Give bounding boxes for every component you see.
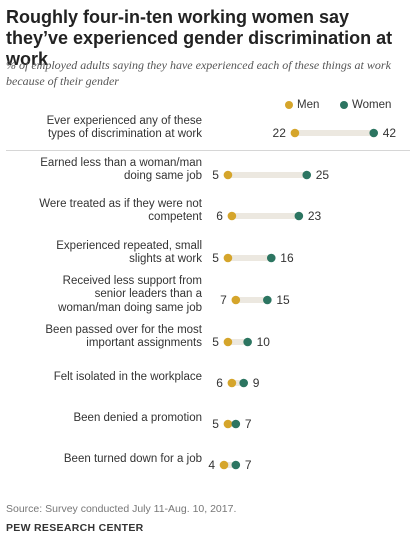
men-dot bbox=[219, 460, 229, 470]
women-value-label: 16 bbox=[280, 251, 294, 265]
row-label-line: Been denied a promotion bbox=[73, 412, 202, 425]
women-dot bbox=[294, 211, 304, 221]
men-dot bbox=[227, 211, 237, 221]
men-value-label: 22 bbox=[273, 126, 287, 140]
men-dot bbox=[223, 253, 233, 263]
row-label-line: Been passed over for the most bbox=[45, 323, 202, 336]
legend: Men Women bbox=[0, 99, 420, 113]
men-dot bbox=[231, 295, 241, 305]
legend-label-women: Women bbox=[352, 99, 392, 111]
women-value-label: 7 bbox=[245, 417, 252, 431]
men-value-label: 4 bbox=[208, 458, 215, 472]
women-value-label: 42 bbox=[383, 126, 397, 140]
women-value-label: 25 bbox=[316, 168, 330, 182]
women-dot bbox=[243, 337, 252, 347]
row-label: Ever experienced any of these types of di… bbox=[2, 115, 202, 142]
men-value-label: 5 bbox=[212, 168, 219, 182]
row-label-line: slights at work bbox=[129, 253, 202, 265]
row-label-line: woman/man doing same job bbox=[58, 301, 202, 314]
row-label-line: senior leaders than a bbox=[94, 288, 202, 301]
row-label: Been turned down for a job bbox=[2, 453, 202, 467]
row-label-line: competent bbox=[148, 211, 202, 223]
legend-swatch-women bbox=[340, 101, 348, 109]
men-value-label: 5 bbox=[212, 417, 219, 431]
men-dot bbox=[223, 170, 233, 180]
row-label-line: important assignments bbox=[86, 337, 202, 349]
row-label: Experienced repeated, small slights at wo… bbox=[2, 240, 202, 267]
men-dot bbox=[290, 128, 300, 138]
women-dot bbox=[302, 170, 312, 180]
row-label-line: doing same job bbox=[124, 170, 202, 182]
women-dot bbox=[369, 128, 379, 138]
source-note: Source: Survey conducted July 11-Aug. 10… bbox=[6, 503, 237, 515]
row-label: Earned less than a woman/man doing same j… bbox=[2, 157, 202, 184]
row-label: Received less support from senior leaders… bbox=[2, 275, 202, 316]
women-value-label: 15 bbox=[276, 293, 290, 307]
legend-swatch-men bbox=[285, 101, 293, 109]
row-label-line: Been turned down for a job bbox=[63, 453, 202, 466]
legend-label-men: Men bbox=[297, 99, 320, 111]
women-dot bbox=[231, 460, 241, 470]
men-value-label: 6 bbox=[216, 376, 223, 390]
men-dot bbox=[223, 419, 233, 429]
women-dot bbox=[263, 295, 272, 305]
women-value-label: 23 bbox=[308, 209, 322, 223]
row-label-line: Ever experienced any of these bbox=[46, 114, 202, 127]
women-dot bbox=[231, 419, 241, 429]
row-label-line: Were treated as if they were not bbox=[39, 197, 202, 210]
men-value-label: 7 bbox=[220, 293, 227, 307]
chart-subtitle: % of employed adults saying they have ex… bbox=[6, 58, 391, 88]
row-label: Been denied a promotion bbox=[2, 412, 202, 426]
women-dot bbox=[266, 253, 276, 263]
men-dot bbox=[223, 337, 233, 347]
women-value-label: 9 bbox=[253, 376, 260, 390]
row-label: Felt isolated in the workplace bbox=[2, 371, 202, 385]
women-value-label: 10 bbox=[257, 335, 271, 349]
row-label-line: Felt isolated in the workplace bbox=[53, 371, 202, 384]
row-label: Were treated as if they were not competen… bbox=[2, 198, 202, 225]
row-label-line: Received less support from bbox=[62, 274, 202, 287]
row-label-line: types of discrimination at work bbox=[47, 128, 202, 140]
men-value-label: 5 bbox=[212, 335, 219, 349]
women-value-label: 7 bbox=[245, 458, 252, 472]
men-value-label: 5 bbox=[212, 251, 219, 265]
legend-item-women: Women bbox=[340, 99, 391, 111]
row-label-line: Experienced repeated, small bbox=[56, 239, 202, 252]
row-label-line: Earned less than a woman/man bbox=[40, 156, 202, 169]
men-value-label: 6 bbox=[216, 209, 223, 223]
row-label: Been passed over for the most important a… bbox=[2, 324, 202, 351]
women-dot bbox=[239, 378, 248, 388]
brand-logo-text: PEW RESEARCH CENTER bbox=[6, 522, 144, 534]
header-separator bbox=[6, 150, 410, 151]
legend-item-men: Men bbox=[285, 99, 319, 111]
chart-title: Roughly four-in-ten working women say th… bbox=[6, 7, 393, 69]
men-dot bbox=[227, 378, 237, 388]
